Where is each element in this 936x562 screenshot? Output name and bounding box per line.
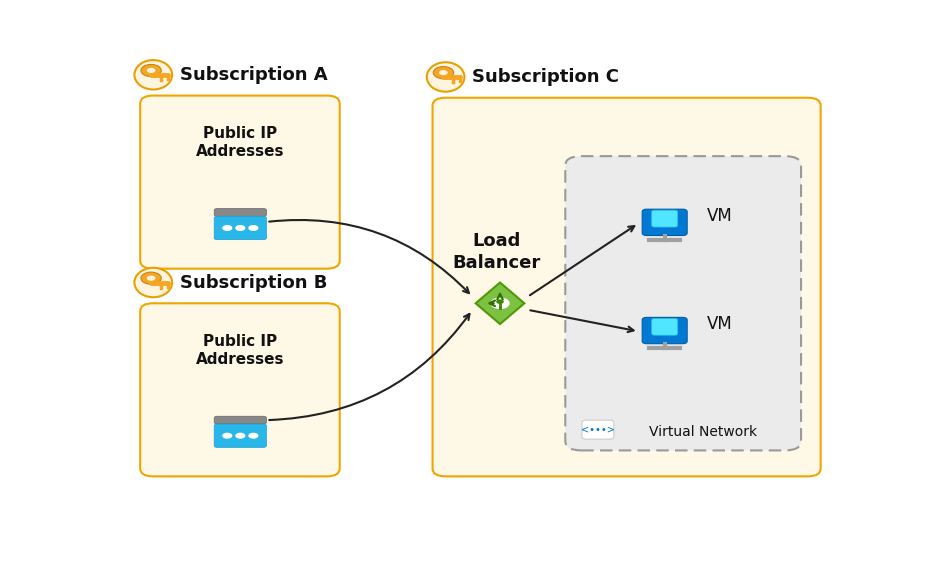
Text: Virtual Network: Virtual Network [649, 425, 757, 439]
FancyBboxPatch shape [432, 98, 821, 477]
Circle shape [235, 433, 245, 439]
FancyBboxPatch shape [642, 209, 687, 235]
Circle shape [222, 433, 232, 439]
FancyBboxPatch shape [651, 319, 678, 336]
Ellipse shape [135, 60, 172, 89]
FancyBboxPatch shape [651, 210, 678, 227]
Circle shape [222, 225, 232, 231]
FancyBboxPatch shape [214, 424, 267, 447]
Text: <•••>: <•••> [581, 425, 615, 434]
Circle shape [496, 300, 504, 304]
FancyBboxPatch shape [642, 318, 687, 344]
FancyBboxPatch shape [565, 156, 801, 450]
Text: VM: VM [707, 207, 733, 225]
Polygon shape [475, 283, 524, 324]
Circle shape [147, 275, 155, 281]
Circle shape [433, 66, 454, 79]
Circle shape [248, 433, 258, 439]
FancyBboxPatch shape [214, 216, 267, 239]
Text: Subscription A: Subscription A [180, 66, 328, 84]
FancyBboxPatch shape [140, 303, 340, 477]
Text: Subscription B: Subscription B [180, 274, 328, 292]
Circle shape [248, 225, 258, 231]
Circle shape [490, 297, 510, 309]
Text: Public IP
Addresses: Public IP Addresses [196, 126, 285, 160]
Circle shape [141, 272, 161, 284]
Text: Public IP
Addresses: Public IP Addresses [196, 334, 285, 367]
Ellipse shape [135, 268, 172, 297]
Circle shape [141, 65, 161, 76]
FancyBboxPatch shape [582, 420, 614, 439]
FancyBboxPatch shape [214, 416, 267, 424]
Text: Subscription C: Subscription C [473, 68, 620, 86]
Text: Load
Balancer: Load Balancer [452, 232, 540, 272]
FancyBboxPatch shape [140, 96, 340, 269]
Circle shape [439, 70, 447, 75]
Circle shape [235, 225, 245, 231]
FancyBboxPatch shape [214, 209, 267, 216]
Ellipse shape [427, 62, 464, 92]
Circle shape [147, 68, 155, 73]
Text: VM: VM [707, 315, 733, 333]
